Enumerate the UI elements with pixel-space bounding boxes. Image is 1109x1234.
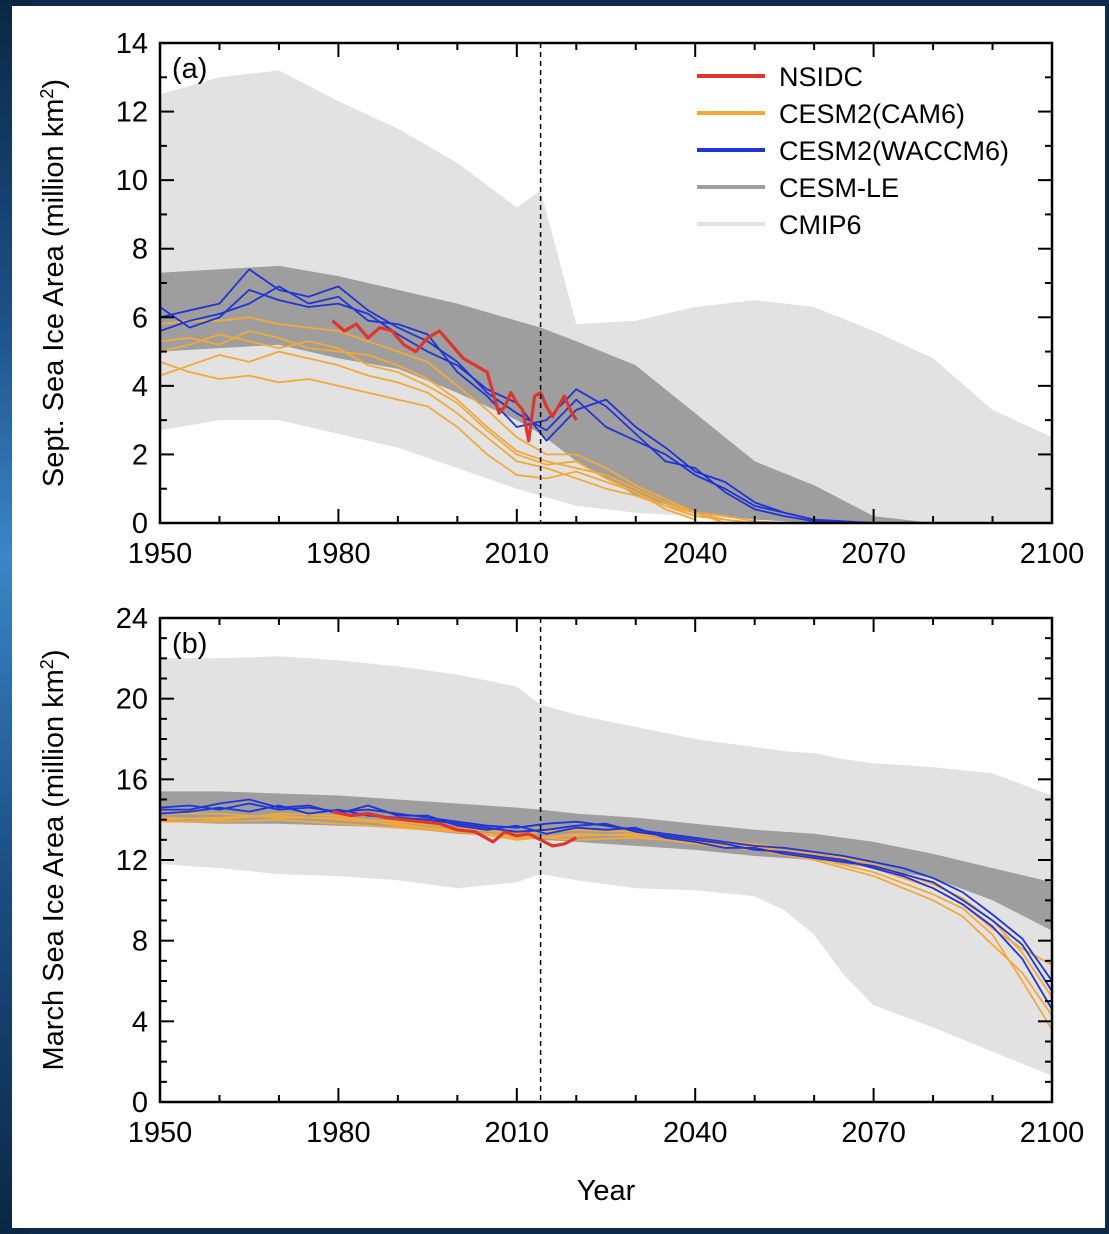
y-tick-label: 0 — [132, 508, 148, 540]
y-tick-label: 4 — [132, 371, 148, 403]
y-axis-title: Sept. Sea Ice Area (million km2) — [37, 79, 70, 487]
x-tick-label: 2070 — [841, 538, 906, 570]
y-tick-label: 16 — [116, 764, 148, 796]
series-line-cesm2-waccm6- — [160, 802, 1052, 982]
legend-label: CESM2(WACCM6) — [779, 136, 1009, 166]
x-tick-label: 2010 — [485, 1117, 550, 1149]
panel-b: 1950 1980 2010 2040 2070 2100 0 4 8 12 16 20 24 March… — [37, 603, 1084, 1207]
y-axis-title: March Sea Ice Area (million km2) — [37, 650, 70, 1071]
x-tick-label: 1950 — [128, 538, 193, 570]
x-tick-label: 1980 — [306, 538, 371, 570]
y-tick-label: 8 — [132, 926, 148, 958]
series-line-cesm2-cam6- — [160, 316, 726, 523]
y-tick-label: 14 — [116, 28, 148, 60]
series-line-cesm2-cam6- — [160, 333, 696, 521]
series-line-cesm2-waccm6- — [160, 268, 874, 523]
x-axis-title: Year — [577, 1175, 636, 1207]
x-tick-label: 1980 — [306, 1117, 371, 1149]
legend: NSIDC CESM2(CAM6) CESM2(WACCM6) CESM-LE CMIP… — [697, 62, 1009, 240]
legend-label: CMIP6 — [779, 210, 862, 240]
y-tick-label: 24 — [116, 603, 148, 635]
band-cesm-le — [160, 265, 1052, 523]
y-tick-label: 4 — [132, 1006, 148, 1038]
series-line-cesm2-waccm6- — [160, 798, 1052, 992]
series-line-nsidc — [331, 319, 578, 443]
x-tick-label: 2010 — [485, 538, 550, 570]
x-tick-label: 2040 — [663, 538, 728, 570]
y-tick-label: 6 — [132, 302, 148, 334]
band-cmip6 — [160, 70, 1052, 523]
panel-label: (b) — [172, 628, 207, 660]
y-tick-label: 10 — [116, 165, 148, 197]
panel-label: (a) — [172, 53, 207, 85]
panel-a: 1950 1980 2010 2040 2070 2100 0 2 4 6 8 10 12 14 Sept.… — [37, 28, 1084, 570]
series-line-cesm2-cam6- — [160, 330, 755, 523]
y-tick-label: 8 — [132, 234, 148, 266]
y-tick-label: 12 — [116, 845, 148, 877]
plot-area — [160, 656, 1052, 1076]
x-tick-label: 1950 — [128, 1117, 193, 1149]
series-line-cesm2-cam6- — [160, 812, 1052, 1016]
y-tick-label: 20 — [116, 684, 148, 716]
series-line-cesm2-cam6- — [160, 361, 785, 523]
band-cmip6 — [160, 656, 1052, 1076]
series-line-nsidc — [332, 810, 578, 848]
plot-area — [160, 70, 1052, 523]
x-tick-label: 2100 — [1020, 538, 1085, 570]
legend-label: CESM-LE — [779, 173, 899, 203]
sea-ice-chart: 1950 1980 2010 2040 2070 210002468101214Sept.… — [37, 28, 1084, 1207]
figure-panel: 1950 1980 2010 2040 2070 2100 0 2 4 6 8 10 12 14 Sept.… — [12, 6, 1105, 1228]
y-tick-label: 12 — [116, 97, 148, 129]
y-tick-label: 0 — [132, 1087, 148, 1119]
series-line-cesm2-cam6- — [160, 350, 755, 523]
x-tick-label: 2100 — [1020, 1117, 1085, 1149]
x-tick-label: 2040 — [663, 1117, 728, 1149]
x-tick-label: 2070 — [841, 1117, 906, 1149]
series-line-cesm2-waccm6- — [160, 804, 1052, 1010]
legend-label: NSIDC — [779, 62, 863, 92]
y-tick-label: 2 — [132, 439, 148, 471]
legend-label: CESM2(CAM6) — [779, 99, 965, 129]
